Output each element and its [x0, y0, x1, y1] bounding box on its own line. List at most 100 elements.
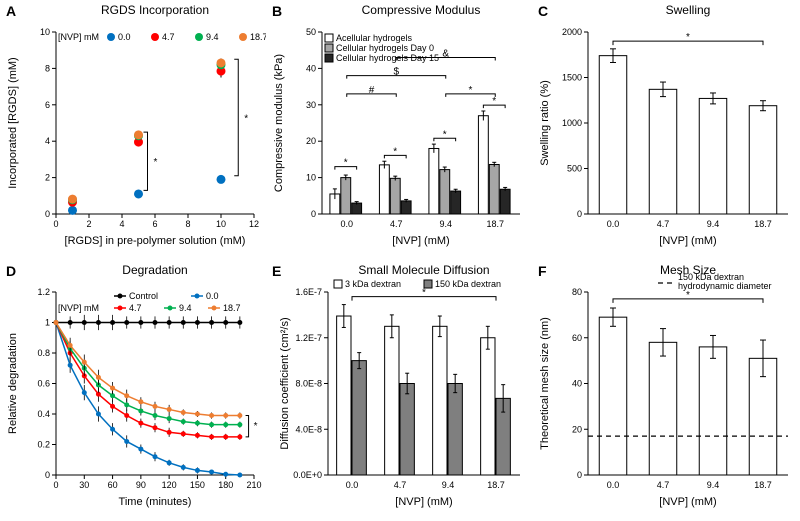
svg-text:4: 4 — [119, 219, 124, 229]
svg-text:Relative degradation: Relative degradation — [7, 333, 19, 434]
svg-text:0.0: 0.0 — [118, 32, 131, 42]
svg-text:Swelling ratio (%): Swelling ratio (%) — [539, 80, 551, 166]
svg-text:4.7: 4.7 — [394, 480, 407, 490]
svg-text:4.7: 4.7 — [129, 303, 142, 313]
svg-text:1000: 1000 — [562, 118, 582, 128]
svg-text:A: A — [6, 3, 16, 19]
svg-text:Compressive Modulus: Compressive Modulus — [362, 3, 481, 17]
svg-text:0: 0 — [53, 219, 58, 229]
svg-text:18.7: 18.7 — [486, 219, 504, 229]
svg-text:0: 0 — [311, 209, 316, 219]
svg-text:Degradation: Degradation — [122, 263, 187, 277]
svg-text:Swelling: Swelling — [666, 3, 711, 17]
svg-text:E: E — [272, 263, 281, 279]
svg-text:[NVP] mM: [NVP] mM — [58, 303, 99, 313]
svg-text:$: $ — [393, 67, 399, 78]
svg-text:0.0: 0.0 — [607, 219, 620, 229]
svg-text:0.0: 0.0 — [340, 219, 353, 229]
svg-text:80: 80 — [572, 287, 582, 297]
svg-text:&: & — [442, 48, 449, 59]
svg-text:*: * — [492, 96, 496, 107]
svg-text:0: 0 — [577, 209, 582, 219]
svg-text:0.0: 0.0 — [607, 480, 620, 490]
svg-text:8: 8 — [185, 219, 190, 229]
svg-text:1.6E-7: 1.6E-7 — [295, 287, 322, 297]
svg-text:500: 500 — [567, 164, 582, 174]
panel-c: 0500100015002000[NVP] (mM)Swelling ratio… — [532, 0, 800, 260]
panel-a: 0246810120246810[RGDS] in pre-polymer so… — [0, 0, 266, 260]
svg-text:4: 4 — [45, 136, 50, 146]
svg-text:180: 180 — [218, 480, 233, 490]
svg-text:Control: Control — [129, 291, 158, 301]
svg-text:Acellular hydrogels: Acellular hydrogels — [336, 33, 413, 43]
svg-text:10: 10 — [40, 27, 50, 37]
svg-text:210: 210 — [246, 480, 261, 490]
svg-text:8: 8 — [45, 63, 50, 73]
svg-text:150: 150 — [190, 480, 205, 490]
svg-text:9.4: 9.4 — [179, 303, 192, 313]
svg-text:2: 2 — [45, 173, 50, 183]
svg-text:90: 90 — [136, 480, 146, 490]
svg-text:[RGDS] in pre-polymer solution: [RGDS] in pre-polymer solution (mM) — [65, 235, 246, 247]
svg-text:1500: 1500 — [562, 73, 582, 83]
panel-f: 020406080[NVP] (mM)Theoretical mesh size… — [532, 260, 800, 521]
svg-text:9.4: 9.4 — [439, 219, 452, 229]
svg-text:0.0: 0.0 — [206, 291, 219, 301]
svg-text:2: 2 — [86, 219, 91, 229]
svg-text:0.2: 0.2 — [37, 440, 50, 450]
svg-text:3 kDa dextran: 3 kDa dextran — [345, 279, 401, 289]
svg-text:*: * — [469, 85, 473, 96]
svg-text:40: 40 — [306, 63, 316, 73]
svg-text:18.7: 18.7 — [754, 480, 772, 490]
svg-text:8.0E-8: 8.0E-8 — [295, 379, 322, 389]
svg-text:18.7: 18.7 — [223, 303, 241, 313]
svg-text:0.6: 0.6 — [37, 379, 50, 389]
svg-text:6: 6 — [45, 100, 50, 110]
svg-text:*: * — [393, 146, 397, 157]
svg-text:0: 0 — [45, 470, 50, 480]
svg-text:*: * — [422, 288, 426, 299]
svg-text:Incorporated [RGDS] (mM): Incorporated [RGDS] (mM) — [7, 57, 19, 188]
svg-text:*: * — [154, 157, 158, 168]
svg-text:60: 60 — [572, 333, 582, 343]
svg-text:9.4: 9.4 — [206, 32, 219, 42]
svg-text:Theoretical mesh size (nm): Theoretical mesh size (nm) — [539, 317, 551, 450]
svg-text:18.7: 18.7 — [754, 219, 772, 229]
svg-text:150 kDa dextran: 150 kDa dextran — [435, 279, 501, 289]
svg-text:4.7: 4.7 — [657, 219, 670, 229]
svg-text:Time (minutes): Time (minutes) — [119, 496, 192, 508]
svg-text:C: C — [538, 3, 548, 19]
svg-text:2000: 2000 — [562, 27, 582, 37]
svg-text:RGDS Incorporation: RGDS Incorporation — [101, 3, 209, 17]
svg-text:30: 30 — [306, 100, 316, 110]
svg-text:10: 10 — [306, 173, 316, 183]
svg-text:0.0: 0.0 — [346, 480, 359, 490]
svg-text:D: D — [6, 263, 16, 279]
svg-text:9.4: 9.4 — [707, 480, 720, 490]
svg-text:4.7: 4.7 — [657, 480, 670, 490]
svg-text:*: * — [686, 32, 690, 43]
svg-text:Cellular hydrogels Day 15: Cellular hydrogels Day 15 — [336, 53, 439, 63]
svg-text:1: 1 — [45, 318, 50, 328]
svg-text:[NVP] mM: [NVP] mM — [58, 32, 99, 42]
svg-text:0.4: 0.4 — [37, 409, 50, 419]
svg-text:0.0E+0: 0.0E+0 — [293, 470, 322, 480]
svg-text:1.2: 1.2 — [37, 287, 50, 297]
svg-text:1.2E-7: 1.2E-7 — [295, 333, 322, 343]
svg-text:hydrodynamic diameter: hydrodynamic diameter — [678, 281, 772, 291]
svg-text:[NVP] (mM): [NVP] (mM) — [392, 235, 449, 247]
svg-text:120: 120 — [162, 480, 177, 490]
svg-text:40: 40 — [572, 379, 582, 389]
svg-text:*: * — [344, 158, 348, 169]
svg-text:4.7: 4.7 — [162, 32, 175, 42]
svg-text:*: * — [443, 129, 447, 140]
svg-text:0: 0 — [45, 209, 50, 219]
svg-text:4.7: 4.7 — [390, 219, 403, 229]
svg-text:[NVP] (mM): [NVP] (mM) — [659, 496, 716, 508]
svg-text:F: F — [538, 263, 547, 279]
svg-text:9.4: 9.4 — [442, 480, 455, 490]
svg-text:30: 30 — [79, 480, 89, 490]
svg-text:60: 60 — [108, 480, 118, 490]
svg-text:12: 12 — [249, 219, 259, 229]
svg-text:*: * — [254, 421, 258, 432]
